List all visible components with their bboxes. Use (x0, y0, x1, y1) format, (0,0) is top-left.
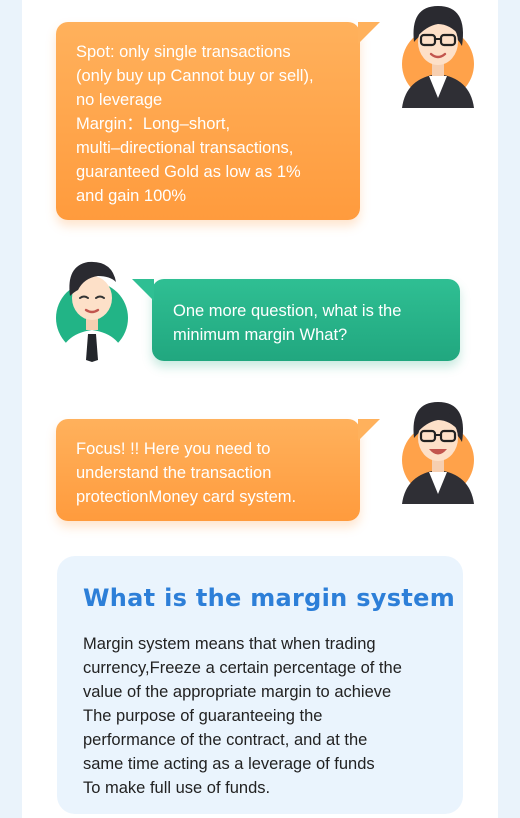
message-line: and gain 100% (76, 187, 187, 205)
card-body-line: value of the appropriate margin to achie… (83, 683, 392, 701)
chat-bubble-woman-1: Spot: only single transactions (only buy… (56, 22, 380, 220)
message-line: understand the transaction (76, 464, 272, 482)
message-line: minimum margin What? (173, 326, 348, 344)
chat-bubble-man: One more question, what is the minimum m… (132, 279, 460, 361)
card-body-line: currency,Freeze a certain percentage of … (83, 659, 402, 677)
man-avatar-icon (56, 261, 128, 362)
card-body-line: performance of the contract, and at the (83, 731, 368, 749)
card-body-line: same time acting as a leverage of funds (83, 755, 375, 773)
message-line: Margin：Long–short, (76, 115, 231, 133)
message-line: (only buy up Cannot buy or sell), (76, 67, 314, 85)
card-body-line: To make full use of funds. (83, 779, 271, 797)
bubble-tail (132, 279, 154, 301)
message-line: Focus! !! Here you need to (76, 440, 271, 458)
message-line: multi–directional transactions, (76, 139, 294, 157)
message-line: guaranteed Gold as low as 1% (76, 163, 301, 181)
woman-avatar-icon (402, 6, 474, 108)
message-line: One more question, what is the (173, 302, 402, 320)
message-line: Spot: only single transactions (76, 43, 291, 61)
card-body: Margin system means that when trading cu… (83, 632, 402, 800)
bubble-tail (358, 22, 380, 44)
message-line: protectionMoney card system. (76, 488, 297, 506)
woman-avatar-icon (402, 402, 474, 504)
card-body-line: The purpose of guaranteeing the (83, 707, 323, 725)
chat-bubble-woman-2: Focus! !! Here you need to understand th… (56, 419, 380, 521)
message-line: no leverage (76, 91, 163, 109)
card-body-line: Margin system means that when trading (83, 635, 376, 653)
margin-system-card: What is the margin system Margin system … (57, 556, 463, 814)
bubble-tail (358, 419, 380, 441)
card-title: What is the margin system (83, 584, 455, 612)
